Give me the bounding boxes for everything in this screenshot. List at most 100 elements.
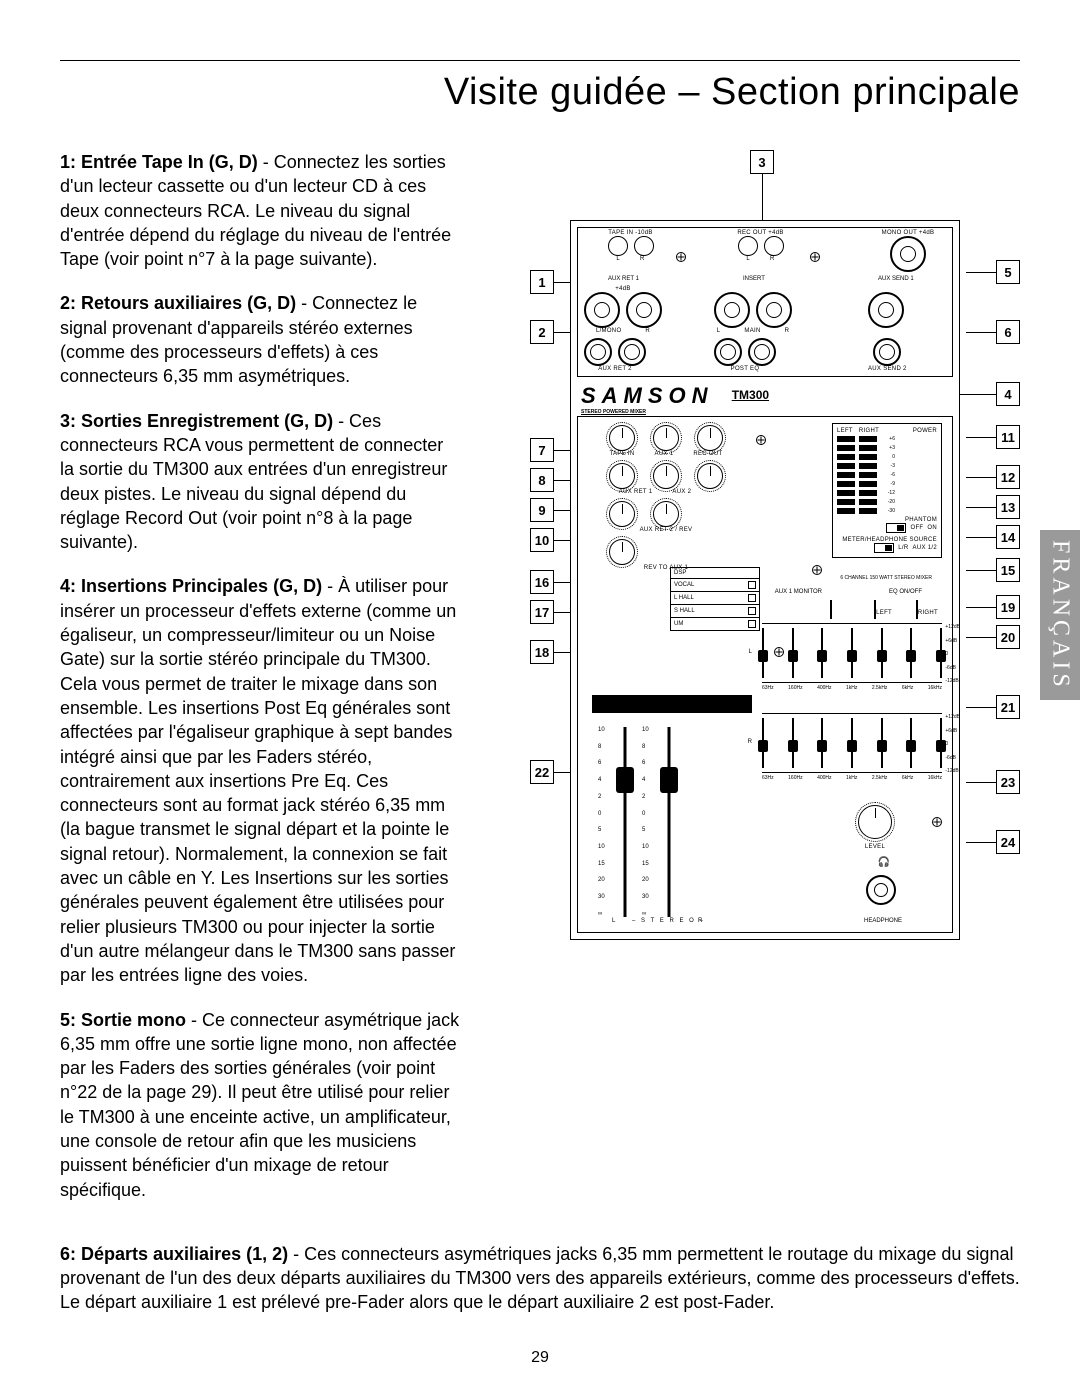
label-fader-l: L — [612, 918, 615, 924]
rca-jack — [764, 236, 784, 256]
screw-icon — [756, 435, 766, 445]
mixer-panel: TAPE IN -10dB L R REC OUT +4dB L R MONO … — [570, 220, 960, 940]
label-stereo: – S T E R E O – — [632, 918, 705, 924]
label-off: OFF — [910, 525, 923, 531]
button — [830, 600, 832, 619]
mixer-diagram: 3 1 2 7 8 9 10 16 17 18 22 5 6 4 11 12 1… — [490, 150, 1020, 990]
label-aux-send2: AUX SEND 2 — [868, 366, 907, 372]
callout-1: 1 — [530, 270, 554, 294]
insert-row: L MAIN R — [714, 286, 792, 334]
label-r: R — [785, 328, 790, 334]
aux-ret2-row: AUX RET 2 — [584, 338, 646, 372]
jack — [868, 292, 904, 328]
label-fader-r: R — [698, 918, 702, 924]
label-left: LEFT — [837, 428, 853, 434]
label-um: UM — [674, 621, 683, 627]
lead-4 — [956, 394, 996, 395]
callout-18: 18 — [530, 640, 554, 664]
callout-20: 20 — [996, 625, 1020, 649]
callout-14: 14 — [996, 525, 1020, 549]
label-l: L — [616, 256, 620, 262]
jack — [890, 236, 926, 272]
dsp-button — [748, 594, 756, 602]
jack — [626, 292, 662, 328]
para-5-bold: 5: Sortie mono — [60, 1010, 186, 1030]
aux-ret-row: +4dB L/MONOR — [584, 286, 662, 334]
dsp-selector: DSP VOCAL L HALL S HALL UM — [670, 567, 760, 631]
label-lhall: L HALL — [674, 595, 694, 601]
jack — [584, 292, 620, 328]
knob — [653, 463, 679, 489]
callout-5: 5 — [996, 260, 1020, 284]
callout-23: 23 — [996, 770, 1020, 794]
lead-6 — [966, 332, 996, 333]
label-shall: S HALL — [674, 608, 695, 614]
jack — [756, 292, 792, 328]
knob — [609, 425, 635, 451]
mono-out-group: MONO OUT +4dB — [868, 230, 948, 272]
knob-grid: TAPE INAUX 1REC OUT AUX RET 1AUX 2 AUX R… — [586, 425, 746, 571]
callout-22: 22 — [530, 760, 554, 784]
lead-5 — [966, 272, 996, 273]
para-5-text: - Ce connecteur asymétrique jack 6,35 mm… — [60, 1010, 459, 1200]
para-3-text: - Ces connecteurs RCA vous permettent de… — [60, 411, 447, 552]
knob — [609, 463, 635, 489]
lead-19 — [966, 607, 996, 608]
label-dsp: DSP — [674, 570, 686, 576]
label-aux-ret2: AUX RET 2 — [584, 366, 646, 372]
label-eq-right: RIGHT — [918, 610, 938, 616]
text-column: 1: Entrée Tape In (G, D) - Connectez les… — [60, 150, 460, 1222]
callout-3: 3 — [750, 150, 774, 174]
content-row: 1: Entrée Tape In (G, D) - Connectez les… — [60, 150, 1020, 1222]
jack — [618, 338, 646, 366]
headphone-icon: 🎧 — [878, 857, 890, 868]
lead-23 — [966, 782, 996, 783]
callout-9: 9 — [530, 498, 554, 522]
label-eq-r: R — [748, 739, 752, 745]
eq-right-bank: +12dB+6dB0-6dB-12dB 63Hz160Hz400Hz1kHz2.… — [762, 713, 942, 781]
label-aux12: AUX 1/2 — [913, 545, 937, 551]
callout-7: 7 — [530, 438, 554, 462]
knob — [697, 463, 723, 489]
label-eq-left: LEFT — [876, 610, 892, 616]
label-aux2-ctrl: AUX 2 — [672, 489, 691, 495]
para-6: 6: Départs auxiliaires (1, 2) - Ces conn… — [60, 1242, 1020, 1315]
label-aux-ret1: AUX RET 1 — [608, 276, 639, 282]
callout-2: 2 — [530, 320, 554, 344]
label-aux1mon: AUX 1 MONITOR — [775, 589, 822, 595]
level-meter: LEFTRIGHTPOWER +6+30-3-6-9-12-20-30 PHAN… — [832, 423, 942, 558]
aux-send-row — [868, 286, 904, 328]
label-r: R — [770, 256, 775, 262]
label-eq-l: L — [749, 649, 752, 655]
jack — [714, 338, 742, 366]
fader-l: 1086420510152030∞ — [618, 727, 632, 917]
label-l: L — [717, 328, 721, 334]
dsp-button — [748, 607, 756, 615]
knob — [609, 539, 635, 565]
callout-13: 13 — [996, 495, 1020, 519]
knob-level — [858, 805, 892, 839]
screw-icon — [812, 565, 822, 575]
aux-send2-row: AUX SEND 2 — [868, 338, 907, 372]
jack — [873, 338, 901, 366]
label-lmono: L/MONO — [596, 328, 621, 334]
label-level: LEVEL — [858, 844, 892, 850]
callout-8: 8 — [530, 468, 554, 492]
io-section: TAPE IN -10dB L R REC OUT +4dB L R MONO … — [577, 227, 953, 377]
label-r: R — [645, 328, 650, 334]
label-right: RIGHT — [859, 428, 879, 434]
callout-16: 16 — [530, 570, 554, 594]
callout-4: 4 — [996, 382, 1020, 406]
callout-11: 11 — [996, 425, 1020, 449]
master-section: TAPE INAUX 1REC OUT AUX RET 1AUX 2 AUX R… — [577, 416, 953, 933]
knob — [653, 425, 679, 451]
label-post-eq: POST EQ — [714, 366, 776, 372]
label-headphone: HEADPHONE — [864, 918, 902, 924]
jack — [714, 292, 750, 328]
lead-21 — [966, 707, 996, 708]
para-1-bold: 1: Entrée Tape In (G, D) — [60, 152, 258, 172]
label-main: MAIN — [744, 328, 760, 334]
callout-10: 10 — [530, 528, 554, 552]
knob — [609, 501, 635, 527]
label-vocal: VOCAL — [674, 582, 694, 588]
